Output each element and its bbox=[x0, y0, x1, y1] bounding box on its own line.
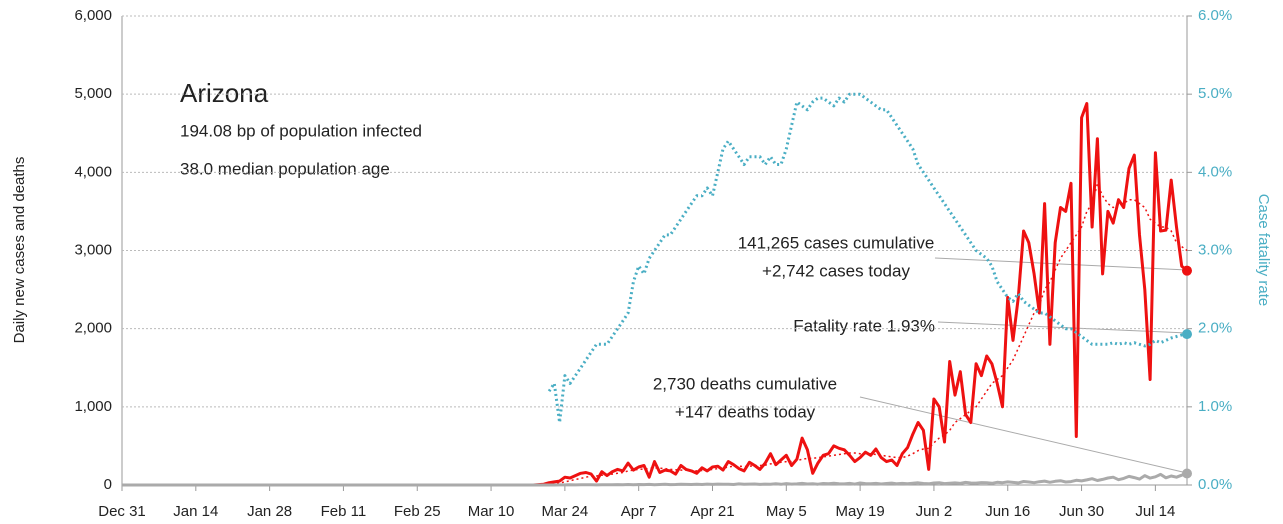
y2-tick-label: 0.0% bbox=[1198, 476, 1232, 493]
x-tick-label: Jan 28 bbox=[247, 503, 292, 520]
x-tick-label: Jan 14 bbox=[173, 503, 218, 520]
x-tick-label: Jun 30 bbox=[1059, 503, 1104, 520]
annotation: 2,730 deaths cumulative bbox=[653, 374, 837, 393]
annotation: Fatality rate 1.93% bbox=[793, 316, 935, 335]
annotation: 194.08 bp of population infected bbox=[180, 121, 422, 140]
y2-tick-label: 6.0% bbox=[1198, 7, 1232, 24]
y-tick-label: 1,000 bbox=[74, 398, 112, 415]
annotation: +2,742 cases today bbox=[762, 261, 910, 280]
y-tick-label: 6,000 bbox=[74, 7, 112, 24]
x-tick-label: Apr 21 bbox=[690, 503, 734, 520]
y-tick-label: 2,000 bbox=[74, 320, 112, 337]
y-tick-label: 3,000 bbox=[74, 241, 112, 258]
y2-tick-label: 5.0% bbox=[1198, 85, 1232, 102]
x-tick-label: Mar 24 bbox=[542, 503, 589, 520]
end-dot bbox=[1182, 468, 1192, 479]
y2-tick-label: 1.0% bbox=[1198, 398, 1232, 415]
x-tick-label: Feb 25 bbox=[394, 503, 441, 520]
x-tick-label: Dec 31 bbox=[98, 503, 146, 520]
x-tick-label: May 5 bbox=[766, 503, 807, 520]
x-tick-label: May 19 bbox=[836, 503, 885, 520]
x-tick-label: Mar 10 bbox=[468, 503, 515, 520]
x-tick-label: Apr 7 bbox=[621, 503, 657, 520]
chart-title: Arizona bbox=[180, 78, 269, 108]
y2-tick-label: 2.0% bbox=[1198, 320, 1232, 337]
y2-axis-label: Case fatality rate bbox=[1255, 194, 1272, 307]
series-line bbox=[122, 183, 1188, 486]
x-tick-label: Feb 11 bbox=[321, 503, 367, 520]
leader-line bbox=[859, 396, 1188, 474]
x-tick-label: Jun 2 bbox=[916, 503, 953, 520]
annotation: 38.0 median population age bbox=[180, 159, 390, 178]
y-tick-label: 0 bbox=[104, 476, 112, 493]
end-dot bbox=[1182, 329, 1192, 340]
x-tick-label: Jun 16 bbox=[985, 503, 1030, 520]
end-dot bbox=[1182, 265, 1192, 276]
x-tick-label: Jul 14 bbox=[1135, 503, 1175, 520]
y-axis-label: Daily new cases and deaths bbox=[11, 157, 28, 344]
leader-line bbox=[934, 257, 1188, 271]
series-line bbox=[122, 472, 1188, 487]
y2-tick-label: 4.0% bbox=[1198, 163, 1232, 180]
y-tick-label: 5,000 bbox=[74, 85, 112, 102]
annotation: 141,265 cases cumulative bbox=[738, 233, 935, 252]
y2-tick-label: 3.0% bbox=[1198, 241, 1232, 258]
annotation: +147 deaths today bbox=[675, 402, 816, 421]
series-line bbox=[547, 92, 1188, 424]
series-line bbox=[122, 102, 1188, 487]
y-tick-label: 4,000 bbox=[74, 163, 112, 180]
